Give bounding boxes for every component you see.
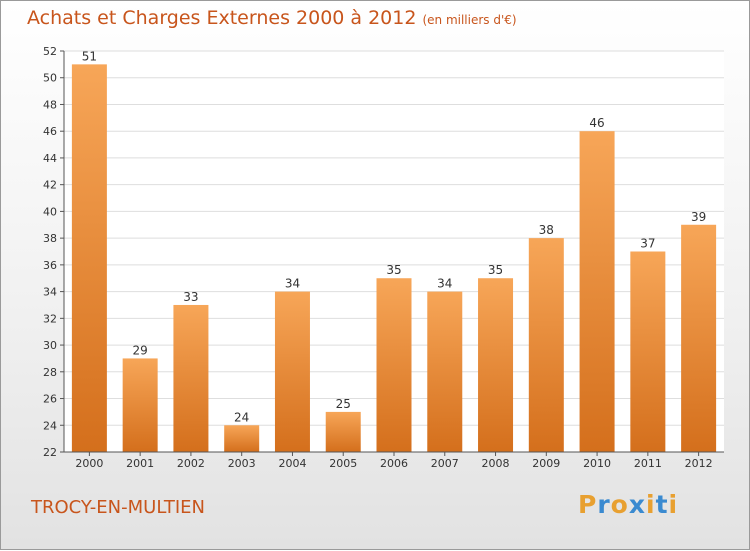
bar-2004 [274,291,310,452]
bar-2007 [427,291,463,452]
bars: 51 29 33 24 34 25 35 34 35 38 46 37 39 [71,49,717,452]
value-label: 51 [82,49,97,63]
y-tick-label: 48 [43,98,57,111]
y-tick-label: 50 [43,72,57,85]
chart-title-text: Achats et Charges Externes 2000 à 2012 [27,7,417,29]
bar-2005 [325,411,361,452]
proxiti-logo: Proxiti [578,490,678,519]
x-tick-label: 2003 [228,457,256,470]
value-label: 39 [691,210,706,224]
x-tick-label: 2002 [177,457,205,470]
x-tick-label: 2001 [126,457,154,470]
y-tick-label: 44 [43,152,57,165]
commune-name: TROCY-EN-MULTIEN [31,497,206,518]
bar-2001 [122,358,158,452]
y-tick-label: 32 [43,312,57,325]
value-label: 35 [386,263,401,277]
bar-2009 [528,238,564,452]
value-label: 46 [589,116,604,130]
axes: 22 24 26 28 30 32 34 36 38 40 42 44 46 48 50 52 2000 2001… [43,45,724,470]
value-label: 37 [640,237,655,251]
x-tick-label: 2007 [431,457,459,470]
x-tick-label: 2008 [482,457,510,470]
bar-2008 [478,278,514,452]
bar-2011 [630,251,666,452]
value-label: 25 [336,397,351,411]
y-tick-label: 36 [43,259,57,272]
x-tick-label: 2005 [329,457,357,470]
logo-letter: i [646,490,656,519]
x-tick-label: 2010 [583,457,611,470]
value-label: 34 [285,277,300,291]
logo-letter: x [628,490,646,519]
x-tick-label: 2006 [380,457,408,470]
y-tick-label: 28 [43,366,57,379]
x-tick-label: 2004 [278,457,306,470]
y-tick-label: 46 [43,125,57,138]
bar-2000 [71,64,107,452]
y-tick-label: 26 [43,393,57,406]
value-label: 29 [133,343,148,357]
value-label: 24 [234,410,249,424]
value-label: 38 [539,223,554,237]
x-tick-label: 2011 [634,457,662,470]
y-tick-label: 42 [43,179,57,192]
x-tick-label: 2012 [685,457,713,470]
logo-letter: i [668,490,679,519]
bar-2010 [579,131,615,452]
bar-2012 [681,224,717,452]
y-tick-label: 34 [43,286,57,299]
value-label: 34 [437,277,452,291]
logo-letter: P [578,490,598,519]
bar-2002 [173,304,209,452]
logo-letter: t [655,490,669,519]
chart-title: Achats et Charges Externes 2000 à 2012 (e… [27,7,517,29]
y-tick-label: 24 [43,419,57,432]
y-tick-label: 40 [43,205,57,218]
bar-2003 [224,425,260,452]
logo-letter: o [610,490,629,519]
x-tick-label: 2009 [532,457,560,470]
logo-letter: r [597,490,611,519]
y-tick-label: 30 [43,339,57,352]
y-tick-label: 52 [43,45,57,58]
y-tick-label: 22 [43,446,57,459]
chart-unit: (en milliers d'€) [422,13,517,27]
value-label: 33 [183,290,198,304]
bar-2006 [376,278,412,452]
x-tick-label: 2000 [75,457,103,470]
y-tick-label: 38 [43,232,57,245]
value-label: 35 [488,263,503,277]
